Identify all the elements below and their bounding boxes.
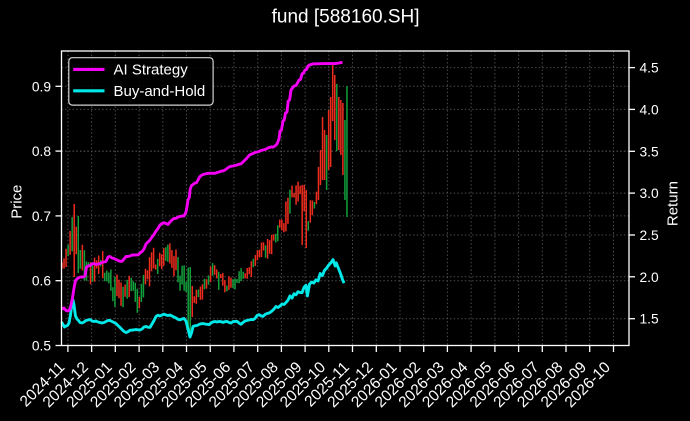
svg-text:4.5: 4.5 <box>640 61 660 76</box>
svg-text:fund [588160.SH]: fund [588160.SH] <box>272 7 420 28</box>
svg-text:0.5: 0.5 <box>32 339 52 354</box>
svg-text:Return: Return <box>665 181 682 226</box>
svg-text:2.0: 2.0 <box>640 270 660 285</box>
svg-text:0.7: 0.7 <box>32 209 51 224</box>
svg-text:1.5: 1.5 <box>640 312 660 327</box>
svg-text:AI Strategy: AI Strategy <box>114 62 189 79</box>
svg-text:2.5: 2.5 <box>640 228 660 243</box>
svg-text:0.8: 0.8 <box>32 144 52 159</box>
svg-text:Buy-and-Hold: Buy-and-Hold <box>114 83 206 100</box>
svg-text:3.5: 3.5 <box>640 144 660 159</box>
svg-text:0.6: 0.6 <box>32 274 52 289</box>
svg-text:0.9: 0.9 <box>32 79 52 94</box>
svg-text:4.0: 4.0 <box>640 102 660 117</box>
svg-text:3.0: 3.0 <box>640 186 660 201</box>
svg-text:Price: Price <box>9 185 26 219</box>
